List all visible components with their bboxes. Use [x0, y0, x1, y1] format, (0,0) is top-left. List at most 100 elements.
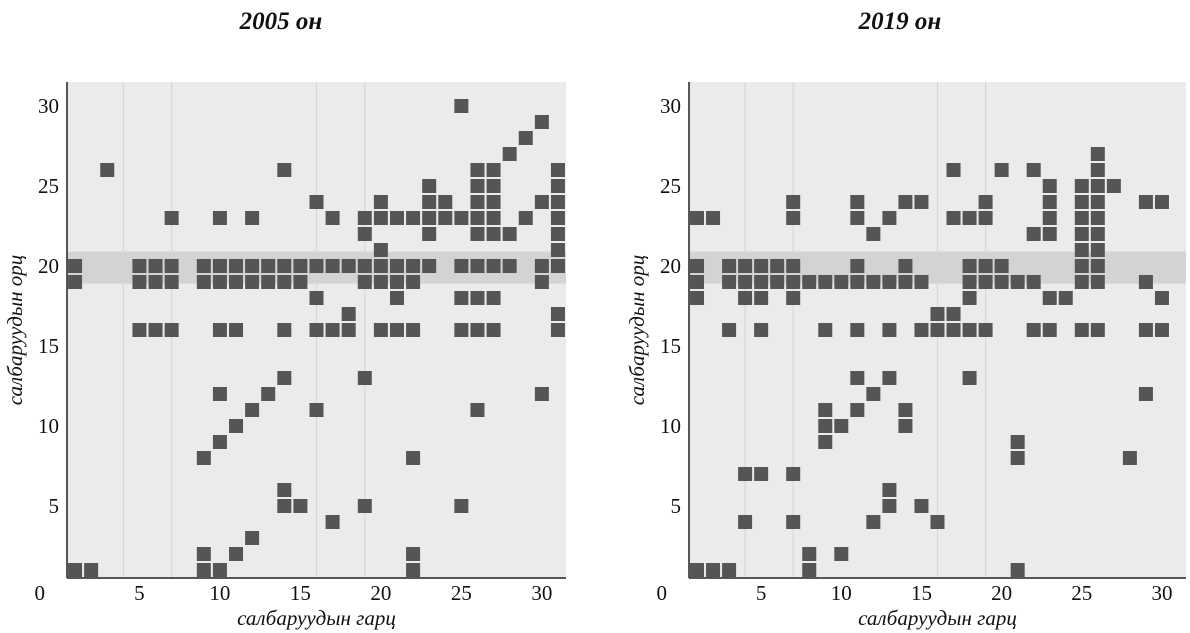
- data-point: [373, 259, 388, 273]
- data-point: [454, 499, 469, 513]
- data-point: [277, 323, 292, 337]
- data-point: [486, 291, 501, 305]
- data-point: [1026, 163, 1041, 177]
- x-tick-label: 20: [991, 581, 1012, 605]
- data-point: [212, 259, 227, 273]
- chart-title-2005: 2005 он: [239, 8, 323, 35]
- data-point: [866, 515, 881, 529]
- data-point: [470, 291, 485, 305]
- data-point: [850, 323, 865, 337]
- data-point: [690, 291, 705, 305]
- data-point: [866, 275, 881, 289]
- y-axis-label: салбаруудын орц: [3, 255, 27, 406]
- data-point: [1042, 291, 1057, 305]
- data-point: [389, 275, 404, 289]
- data-point: [754, 259, 769, 273]
- data-point: [261, 275, 276, 289]
- data-point: [245, 259, 260, 273]
- data-point: [866, 227, 881, 241]
- data-point: [470, 195, 485, 209]
- data-point: [722, 275, 737, 289]
- data-point: [550, 179, 565, 193]
- data-point: [454, 291, 469, 305]
- data-point: [245, 531, 260, 545]
- data-point: [132, 275, 147, 289]
- data-point: [1090, 179, 1105, 193]
- data-point: [68, 275, 83, 289]
- x-tick-label: 15: [911, 581, 932, 605]
- data-point: [373, 323, 388, 337]
- data-point: [786, 259, 801, 273]
- x-tick-label: 10: [209, 581, 230, 605]
- data-point: [341, 307, 356, 321]
- data-point: [1090, 259, 1105, 273]
- data-point: [1074, 259, 1089, 273]
- data-point: [994, 259, 1009, 273]
- data-point: [738, 259, 753, 273]
- chart-title-2019: 2019 он: [858, 8, 942, 35]
- data-point: [882, 499, 897, 513]
- y-tick-label: 25: [660, 174, 681, 198]
- data-point: [690, 211, 705, 225]
- data-point: [422, 179, 437, 193]
- data-point: [454, 259, 469, 273]
- data-point: [1010, 451, 1025, 465]
- y-tick-label: 30: [660, 94, 681, 118]
- data-point: [229, 547, 244, 561]
- data-point: [341, 323, 356, 337]
- data-point: [550, 195, 565, 209]
- data-point: [470, 179, 485, 193]
- data-point: [1026, 323, 1041, 337]
- data-point: [454, 211, 469, 225]
- data-point: [406, 275, 421, 289]
- data-point: [722, 259, 737, 273]
- data-point: [802, 275, 817, 289]
- data-point: [518, 131, 533, 145]
- data-point: [550, 259, 565, 273]
- x-axis-label: салбаруудын гарц: [237, 606, 396, 630]
- data-point: [786, 291, 801, 305]
- data-point: [738, 275, 753, 289]
- data-point: [406, 547, 421, 561]
- data-point: [914, 195, 929, 209]
- data-point: [1026, 227, 1041, 241]
- data-point: [898, 419, 913, 433]
- data-point: [978, 195, 993, 209]
- data-point: [994, 163, 1009, 177]
- data-point: [834, 419, 849, 433]
- data-point: [834, 275, 849, 289]
- data-point: [706, 211, 721, 225]
- data-point: [357, 211, 372, 225]
- data-point: [946, 323, 961, 337]
- data-point: [357, 499, 372, 513]
- data-point: [1042, 195, 1057, 209]
- data-point: [818, 419, 833, 433]
- data-point: [1090, 323, 1105, 337]
- data-point: [882, 211, 897, 225]
- x-tick-label: 15: [290, 581, 311, 605]
- data-point: [802, 563, 817, 577]
- data-point: [389, 291, 404, 305]
- data-point: [357, 227, 372, 241]
- data-point: [100, 163, 115, 177]
- data-point: [962, 371, 977, 385]
- data-point: [373, 243, 388, 257]
- data-point: [722, 323, 737, 337]
- x-tick-label: 10: [831, 581, 852, 605]
- data-point: [196, 563, 211, 577]
- data-point: [486, 211, 501, 225]
- data-point: [930, 307, 945, 321]
- data-point: [786, 195, 801, 209]
- data-point: [325, 323, 340, 337]
- data-point: [293, 259, 308, 273]
- data-point: [132, 323, 147, 337]
- data-point: [357, 259, 372, 273]
- data-point: [962, 291, 977, 305]
- data-point: [1122, 451, 1137, 465]
- data-point: [229, 419, 244, 433]
- data-point: [277, 499, 292, 513]
- data-point: [68, 563, 83, 577]
- y-tick-label: 20: [660, 254, 681, 278]
- data-point: [962, 323, 977, 337]
- data-point: [1090, 195, 1105, 209]
